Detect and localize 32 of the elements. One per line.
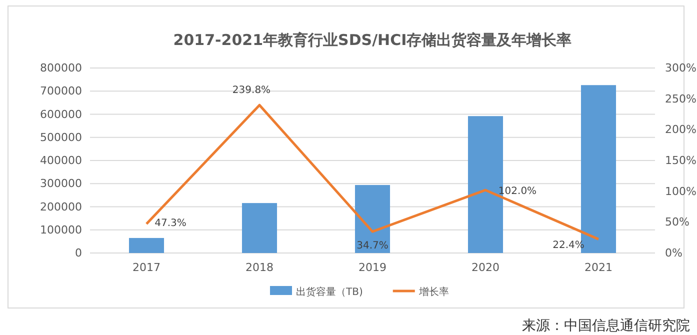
data-label: 34.7%: [356, 240, 388, 252]
y-tick-label: 600000: [40, 108, 82, 121]
y-tick-label: 700000: [40, 84, 82, 98]
y2-tick-label: 250%: [665, 92, 696, 106]
x-tick-label: 2017: [132, 260, 160, 274]
bar: [354, 185, 390, 253]
y2-tick-label: 150%: [665, 154, 696, 168]
bar: [242, 203, 278, 253]
bar: [128, 238, 164, 253]
y2-tick-label: 200%: [665, 123, 696, 136]
y-tick-label: 400000: [40, 154, 82, 168]
x-tick-label: 2021: [584, 260, 612, 274]
y-tick-label: 500000: [40, 130, 82, 144]
line-series: [145, 104, 600, 240]
y2-tick-label: 100%: [665, 184, 696, 198]
x-tick-label: 2019: [358, 260, 386, 274]
y2-tick-label: 0%: [665, 246, 682, 260]
y-tick-label: 100000: [40, 223, 82, 236]
y-tick-label: 800000: [40, 62, 82, 75]
data-label: 239.8%: [232, 85, 271, 96]
y-tick-label: 300000: [40, 177, 82, 190]
data-label: 47.3%: [154, 218, 186, 229]
chart-title: 2017-2021年教育行业SDS/HCI存储出货容量及年增长率: [173, 31, 572, 49]
x-tick-label: 2018: [246, 260, 274, 274]
y2-tick-label: 300%: [665, 62, 696, 75]
x-tick-label: 2020: [472, 260, 500, 274]
source-note: 来源：中国信息通信研究院: [522, 318, 690, 334]
y2-tick-label: 50%: [665, 216, 690, 229]
legend-label: 增长率: [418, 286, 449, 298]
y-tick-label: 200000: [40, 200, 82, 214]
legend-label: 出货容量（TB): [296, 286, 363, 298]
y-tick-label: 0: [75, 246, 82, 260]
